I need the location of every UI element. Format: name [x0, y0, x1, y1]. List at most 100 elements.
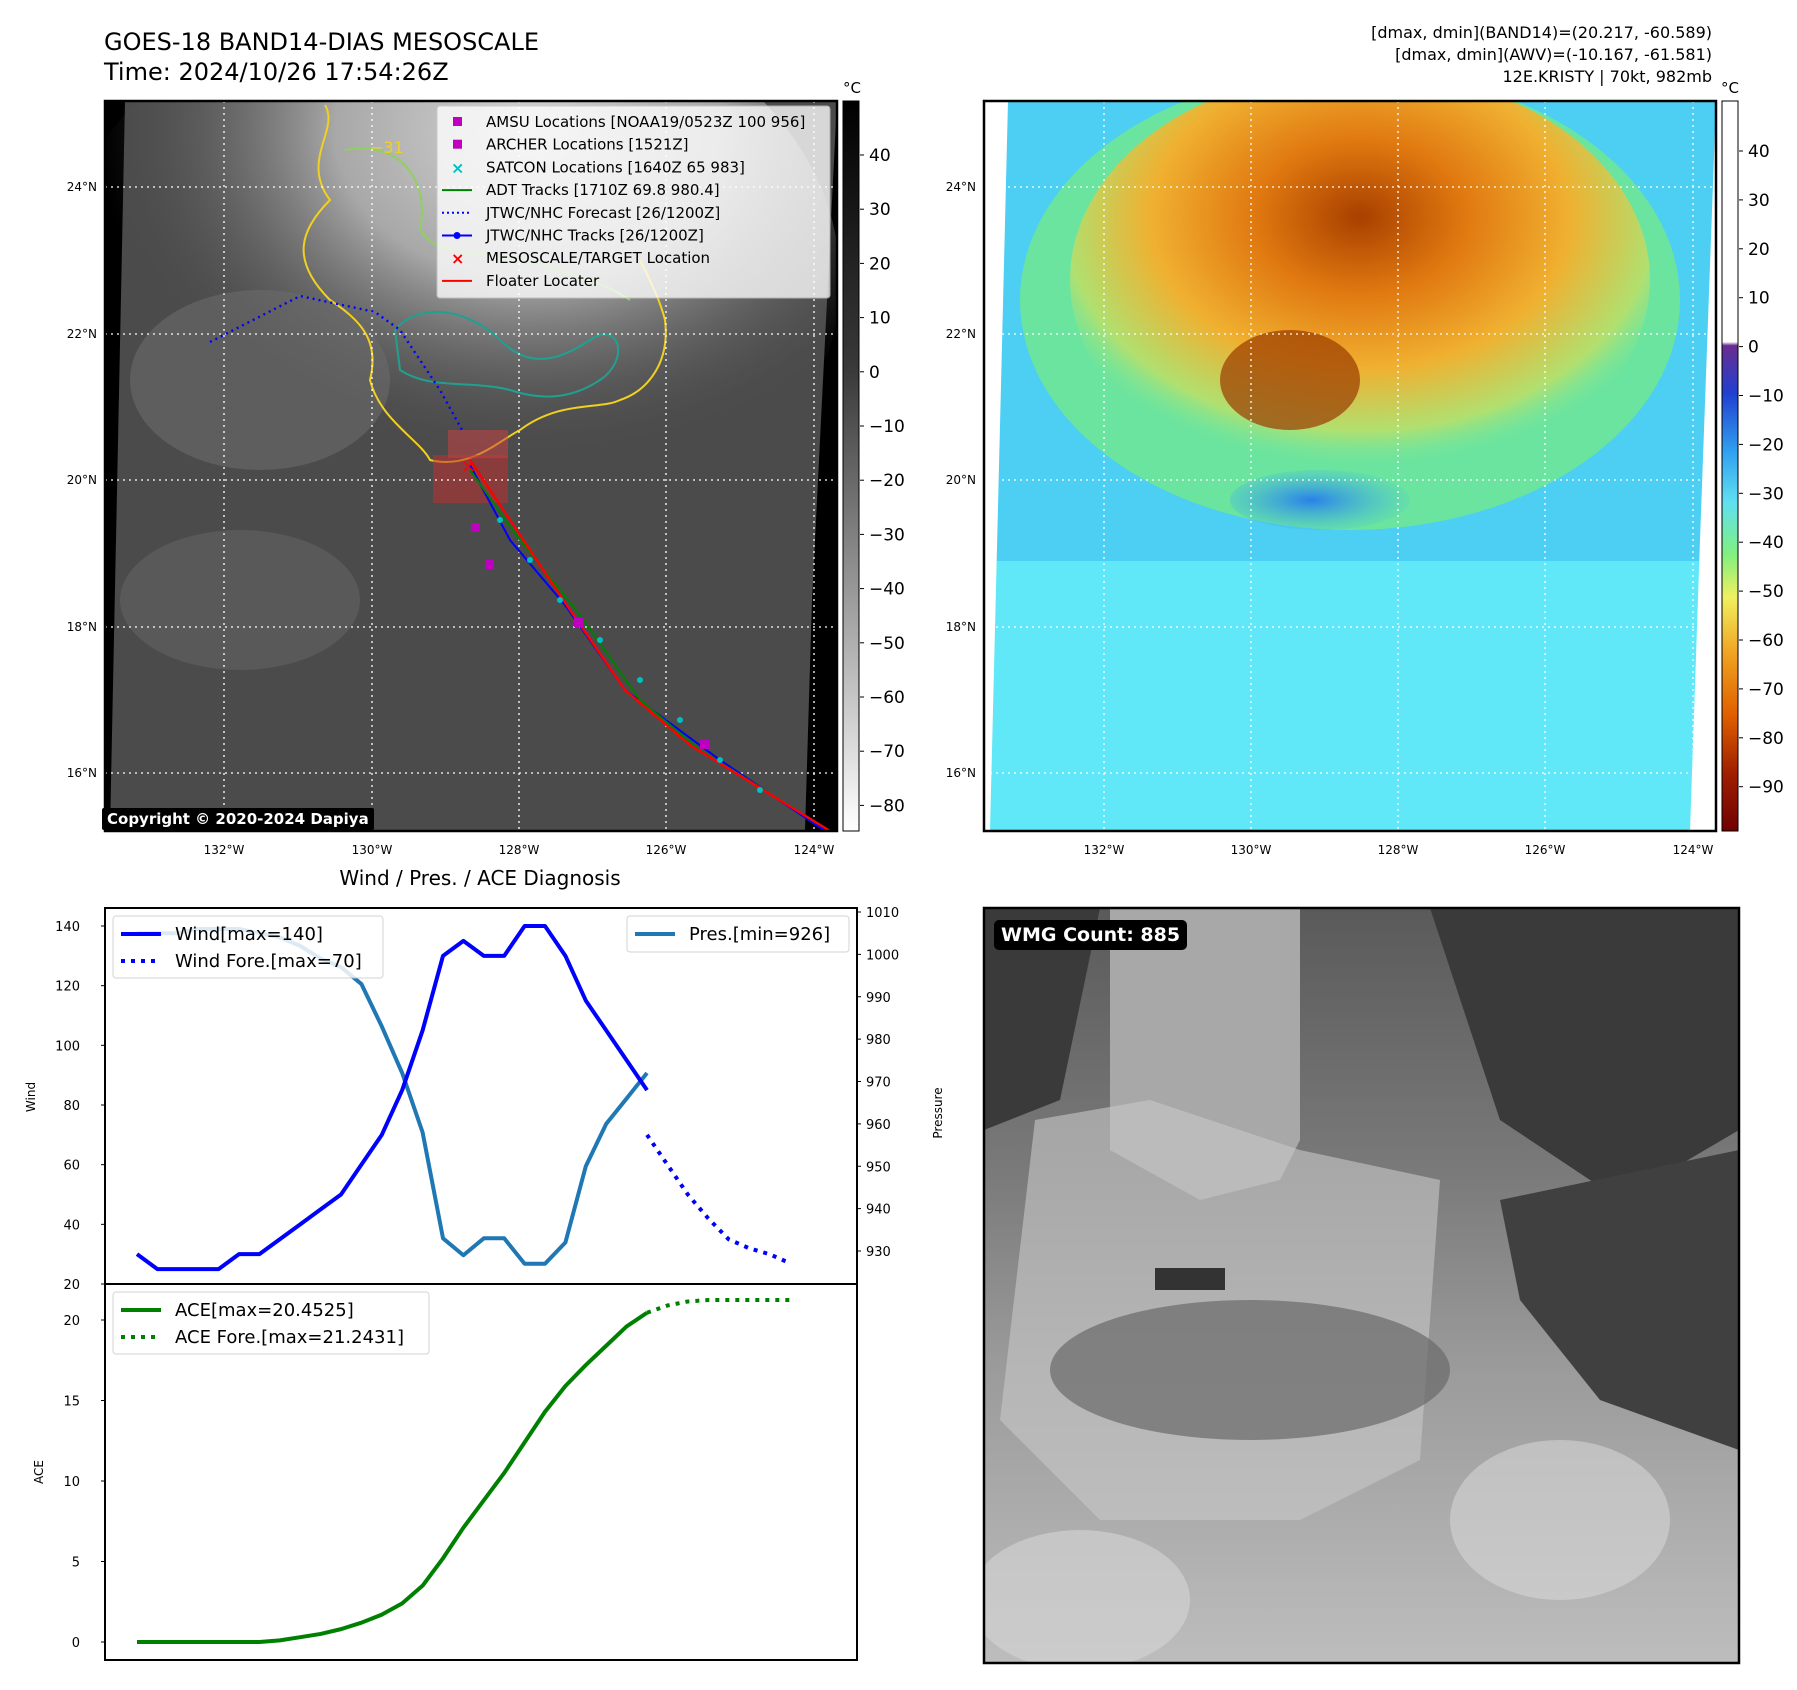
map1-lon-label: 124°W [794, 843, 835, 857]
wind-tick-label: 120 [55, 980, 80, 995]
ir-map-panel: −31 [103, 79, 905, 833]
ir-map-frame [103, 99, 839, 833]
legend-x-marker: × [451, 158, 464, 177]
pressure-tick-label: 980 [866, 1033, 891, 1048]
map2-lon-label: 132°W [1084, 843, 1125, 857]
color-map-panel: °C 40 30 20 10 0 −10 −20 −30 −40 −50 −60 −70 −80 −90 [982, 79, 1784, 833]
pressure-tick-label: 990 [866, 991, 891, 1006]
wind-forecast-line [645, 1133, 791, 1265]
color-colorbar-tick-label: −40 [1748, 533, 1784, 553]
ace-line [137, 1311, 649, 1644]
wind-tick-label: 40 [63, 1218, 80, 1233]
map2-lat-label: 22°N [946, 327, 976, 341]
color-map-right-nodata [1690, 101, 1716, 831]
ir-colorbar-tick-label: 30 [869, 200, 891, 220]
wind-legend: Wind[max=140] Wind Fore.[max=70] [112, 915, 384, 979]
ace-tick-label: 5 [72, 1556, 80, 1571]
color-colorbar-tick-label: −70 [1748, 680, 1784, 700]
map1-lon-label: 128°W [499, 843, 540, 857]
color-map-hot-spot [1220, 330, 1360, 430]
mesoscale-target-box [433, 455, 508, 503]
map1-lat-label: 20°N [67, 473, 97, 487]
pressure-axis-label: Pressure [931, 1087, 945, 1138]
legend-item-label: Floater Locater [486, 272, 600, 290]
ir-cloud-band-south [120, 530, 360, 670]
wind-tick-label: 20 [63, 1278, 80, 1293]
ir-colorbar-tick-label: −60 [869, 688, 905, 708]
legend-pressure: Pres.[min=926] [689, 924, 830, 945]
legend-item: ARCHER Locations [1521Z] [453, 136, 689, 154]
pressure-tick-label: 930 [866, 1245, 891, 1260]
legend-item: × SATCON Locations [1640Z 65 983] [451, 158, 745, 177]
map1-lon-label: 126°W [646, 843, 687, 857]
wmg-panel [982, 906, 1741, 1665]
color-colorbar-tick-label: −30 [1748, 484, 1784, 504]
wind-axis-label: Wind [24, 1082, 38, 1112]
pressure-tick-label: 950 [866, 1160, 891, 1175]
wmg-dark-east [1500, 1150, 1739, 1450]
ir-colorbar-tick-label: −50 [869, 634, 905, 654]
ir-contour-teal [393, 310, 619, 398]
color-colorbar-tick-label: 0 [1748, 338, 1759, 358]
floater-target-box [448, 430, 508, 458]
map2-lon-label: 130°W [1231, 843, 1272, 857]
legend-ace-fore: ACE Fore.[max=21.2431] [175, 1327, 404, 1348]
color-colorbar-tick-label: −80 [1748, 729, 1784, 749]
wmg-bright-southeast [1450, 1440, 1670, 1600]
ir-cloud-band [130, 290, 390, 470]
ace-tick-label: 0 [72, 1636, 80, 1651]
pressure-tick-label: 940 [866, 1203, 891, 1218]
legend-wind-fore: Wind Fore.[max=70] [175, 951, 362, 972]
ir-colorbar-tick-label: −80 [869, 796, 905, 816]
ir-colorbar-tick-label: −10 [869, 417, 905, 437]
ace-forecast-line [646, 1298, 790, 1315]
ace-tick-label: 10 [63, 1475, 80, 1490]
ir-contour-label: −31 [370, 138, 404, 157]
wind-line [135, 924, 649, 1272]
legend-ace: ACE[max=20.4525] [175, 1300, 354, 1321]
color-colorbar-tick-label: −20 [1748, 435, 1784, 455]
pressure-tick-label: 1010 [866, 906, 899, 921]
map2-lat-label: 20°N [946, 473, 976, 487]
ir-colorbar-tick-label: −40 [869, 580, 905, 600]
wmg-bright-southwest [984, 1530, 1190, 1663]
color-map-dry-slot [1230, 470, 1410, 530]
ir-colorbar-tick-label: 40 [869, 146, 891, 166]
ace-axis-label: ACE [32, 1460, 46, 1484]
map1-lon-label: 132°W [204, 843, 245, 857]
map1-lat-label: 16°N [67, 766, 97, 780]
ir-map-legend: AMSU Locations [NOAA19/0523Z 100 956] ARC… [436, 105, 831, 299]
color-map-left-nodata [984, 101, 1008, 831]
copyright-badge: Copyright © 2020-2024 Dapiya [102, 808, 374, 830]
ir-colorbar-tick-label: 0 [869, 363, 880, 383]
legend-item-label: JTWC/NHC Forecast [26/1200Z] [485, 204, 720, 222]
ir-colorbar-tick-label: 10 [869, 309, 891, 329]
color-colorbar-tick-label: 10 [1748, 289, 1770, 309]
legend-item-label: ADT Tracks [1710Z 69.8 980.4] [486, 181, 720, 199]
legend-item-label: JTWC/NHC Tracks [26/1200Z] [485, 227, 704, 245]
stats-band14: [dmax, dmin](BAND14)=(20.217, -60.589) [1371, 23, 1712, 42]
ace-tick-label: 15 [63, 1395, 80, 1410]
color-colorbar-tick-label: 20 [1748, 240, 1770, 260]
wind-pressure-panel: 140 120 100 80 60 40 20 1010 1000 990 980 970 960 950… [24, 906, 945, 1293]
color-map-warm-core [1070, 101, 1650, 490]
legend-item: JTWC/NHC Tracks [26/1200Z] [442, 227, 704, 245]
map1-lat-label: 18°N [67, 620, 97, 634]
color-colorbar-unit: °C [1721, 79, 1739, 97]
wmg-frame [982, 906, 1741, 1665]
color-colorbar-tick-label: 40 [1748, 142, 1770, 162]
ace-panel: 20 15 10 5 0 ACE ACE[max=20.4525] ACE Fore.[… [32, 1283, 858, 1661]
map1-lat-label: 24°N [67, 180, 97, 194]
ir-colorbar-tick-label: −30 [869, 525, 905, 545]
legend-item: × MESOSCALE/TARGET Location [451, 249, 710, 268]
pressure-tick-label: 960 [866, 1118, 891, 1133]
map2-lon-label: 128°W [1378, 843, 1419, 857]
legend-item: JTWC/NHC Forecast [26/1200Z] [442, 204, 720, 222]
archer-amsu-locations [471, 523, 709, 749]
map1-lat-label: 22°N [67, 327, 97, 341]
wind-tick-label: 60 [63, 1159, 80, 1174]
stats-awv: [dmax, dmin](AWV)=(-10.167, -61.581) [1395, 45, 1712, 64]
wmg-dark-cell [1155, 1268, 1225, 1290]
wmg-dark-northwest [984, 908, 1100, 1130]
